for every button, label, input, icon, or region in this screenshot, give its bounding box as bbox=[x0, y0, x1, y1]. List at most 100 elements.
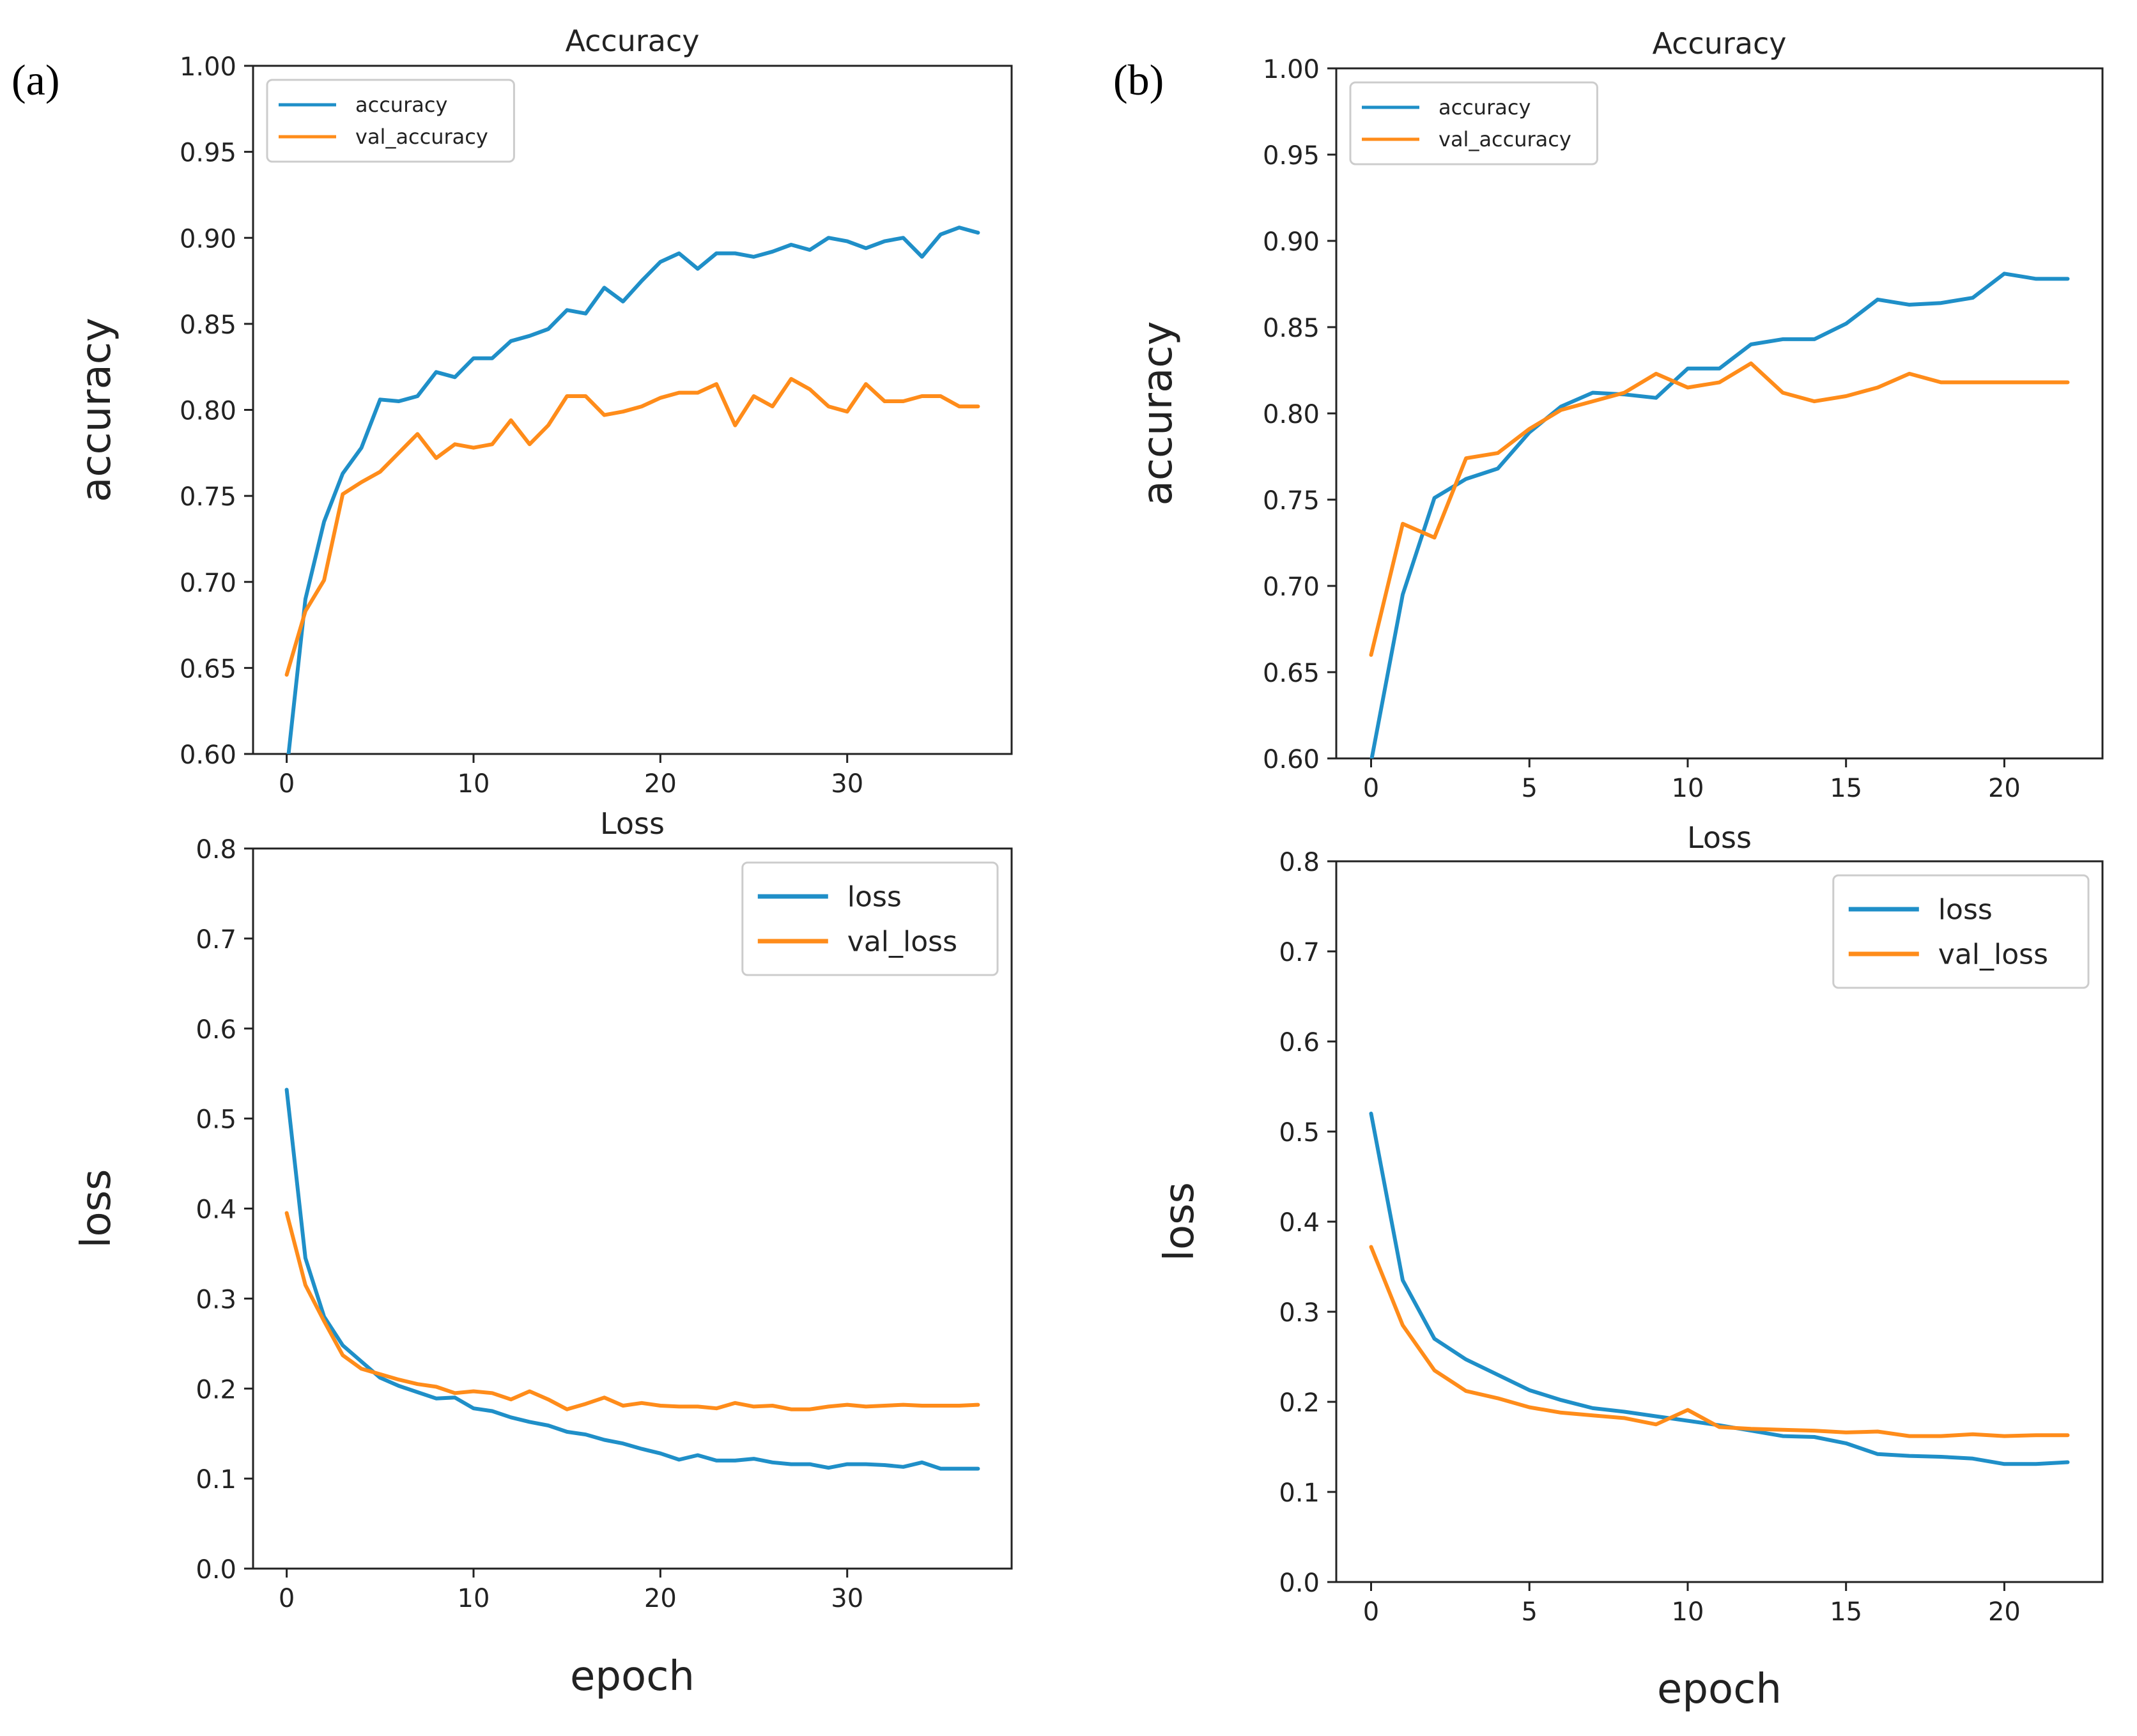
data-point bbox=[921, 395, 923, 397]
data-point bbox=[304, 610, 306, 612]
data-point bbox=[566, 395, 568, 397]
data-point bbox=[398, 1385, 400, 1387]
x-tick-label: 10 bbox=[458, 1584, 490, 1613]
data-point bbox=[622, 1443, 624, 1445]
data-point bbox=[697, 1406, 698, 1408]
x-tick-label: 10 bbox=[1672, 774, 1704, 803]
data-point bbox=[1940, 381, 1942, 383]
data-point bbox=[585, 312, 587, 314]
data-point bbox=[753, 395, 755, 397]
legend-box bbox=[1832, 874, 2090, 989]
data-point bbox=[1877, 1431, 1879, 1433]
data-point bbox=[1655, 397, 1657, 399]
y-tick-label: 0.85 bbox=[180, 311, 236, 340]
data-point bbox=[697, 392, 698, 394]
data-point bbox=[1592, 392, 1594, 394]
data-point bbox=[884, 401, 886, 403]
series-line-accuracy bbox=[1369, 272, 2070, 758]
y-tick-label: 0.1 bbox=[1279, 1479, 1320, 1508]
y-tick-label: 0.7 bbox=[1279, 938, 1320, 967]
data-point bbox=[304, 1284, 306, 1286]
data-point bbox=[846, 240, 848, 242]
y-tick-label: 0.0 bbox=[196, 1555, 236, 1585]
data-point bbox=[286, 1212, 288, 1214]
data-point bbox=[1655, 373, 1657, 374]
data-point bbox=[884, 240, 886, 242]
data-point bbox=[865, 1463, 867, 1465]
data-point bbox=[360, 447, 362, 449]
data-point bbox=[771, 250, 773, 252]
data-point bbox=[1623, 1411, 1625, 1413]
data-point bbox=[1718, 381, 1720, 383]
data-point bbox=[734, 1459, 736, 1461]
data-point bbox=[1686, 367, 1688, 369]
data-point bbox=[435, 371, 437, 373]
data-point bbox=[547, 1425, 549, 1427]
data-point bbox=[660, 261, 661, 263]
legend-box bbox=[1349, 81, 1598, 165]
data-point bbox=[2067, 1461, 2069, 1463]
data-point bbox=[379, 1373, 381, 1375]
data-point bbox=[791, 1463, 792, 1465]
data-point bbox=[660, 1405, 661, 1407]
data-point bbox=[846, 1404, 848, 1406]
data-point bbox=[603, 1397, 605, 1399]
data-point bbox=[510, 340, 512, 342]
data-point bbox=[379, 471, 381, 473]
series-line-loss bbox=[1369, 1111, 2070, 1466]
y-tick-label: 0.5 bbox=[1279, 1118, 1320, 1148]
y-tick-label: 0.8 bbox=[196, 835, 236, 864]
data-point bbox=[660, 397, 661, 399]
data-point bbox=[1814, 401, 1816, 403]
data-point bbox=[939, 1405, 941, 1407]
data-point bbox=[1971, 297, 1973, 299]
data-point bbox=[1686, 1409, 1688, 1411]
data-point bbox=[304, 598, 306, 600]
data-point bbox=[902, 1404, 904, 1406]
data-point bbox=[678, 392, 680, 394]
data-point bbox=[1402, 1279, 1404, 1281]
data-point bbox=[734, 252, 736, 254]
data-point bbox=[809, 388, 811, 390]
data-point bbox=[622, 411, 624, 413]
data-point bbox=[2003, 381, 2005, 383]
data-point bbox=[622, 1405, 624, 1407]
y-tick-label: 0.4 bbox=[1279, 1208, 1320, 1238]
x-tick-label: 30 bbox=[831, 769, 863, 799]
data-point bbox=[1718, 1426, 1720, 1428]
data-point bbox=[286, 674, 288, 676]
data-point bbox=[323, 521, 325, 523]
y-tick-label: 0.85 bbox=[1263, 314, 1320, 343]
data-point bbox=[1433, 537, 1435, 539]
data-point bbox=[435, 1397, 437, 1399]
data-point bbox=[1592, 1407, 1594, 1409]
data-point bbox=[1560, 409, 1562, 411]
y-tick-label: 0.60 bbox=[180, 741, 236, 770]
y-tick-label: 0.3 bbox=[1279, 1298, 1320, 1328]
x-tick-label: 15 bbox=[1830, 1597, 1862, 1627]
data-point bbox=[828, 1406, 829, 1408]
data-point bbox=[528, 1421, 530, 1423]
series-line-val_accuracy bbox=[1369, 361, 2070, 657]
data-point bbox=[566, 1408, 568, 1410]
panel-label-b: (b) bbox=[1113, 56, 1164, 104]
data-point bbox=[902, 1466, 904, 1468]
legend-label-accuracy: accuracy bbox=[355, 93, 447, 117]
data-point bbox=[1845, 1431, 1847, 1433]
legend-box bbox=[266, 79, 515, 163]
y-axis-label: accuracy bbox=[1134, 321, 1182, 506]
data-point bbox=[716, 252, 718, 254]
data-point bbox=[417, 433, 419, 435]
series-val_accuracy bbox=[1369, 361, 2070, 657]
series-val_accuracy bbox=[284, 377, 980, 677]
x-tick-label: 0 bbox=[1363, 774, 1379, 803]
x-tick-label: 20 bbox=[1988, 774, 2021, 803]
y-tick-label: 0.70 bbox=[180, 569, 236, 598]
data-point bbox=[641, 406, 643, 408]
data-point bbox=[1465, 1390, 1467, 1392]
data-point bbox=[1623, 392, 1625, 394]
legend-label-loss: loss bbox=[847, 880, 902, 913]
data-point bbox=[902, 401, 904, 403]
data-point bbox=[360, 1360, 362, 1362]
